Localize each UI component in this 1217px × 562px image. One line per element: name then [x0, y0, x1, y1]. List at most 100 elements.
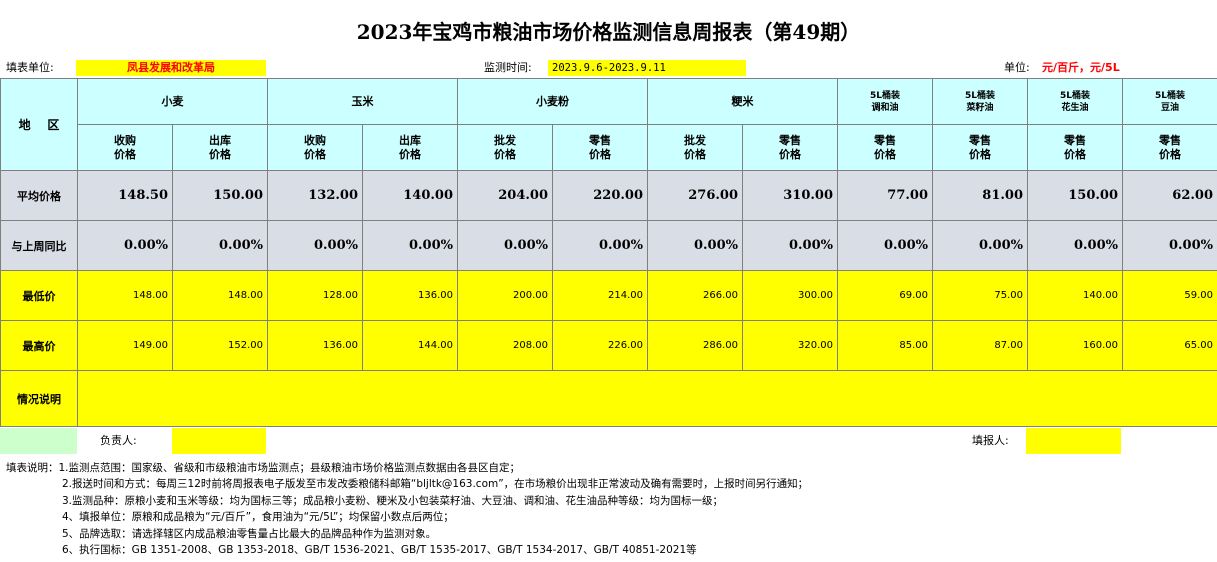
- subheader-cell: 零售 价格: [837, 124, 933, 171]
- notes-block: 填表说明：1.监测点范围：国家级、省级和市级粮油市场监测点；县级粮油市场价格监测…: [6, 460, 808, 558]
- footer-green-cell: [0, 428, 77, 454]
- period-label: 监测时间:: [484, 61, 532, 74]
- max-cell[interactable]: 85.00: [837, 320, 933, 371]
- subheader-cell: 批发 价格: [647, 124, 743, 171]
- row-label-min: 最低价: [0, 270, 78, 321]
- avg-cell[interactable]: 276.00: [647, 170, 743, 221]
- subheader-cell: 零售 价格: [742, 124, 838, 171]
- yoy-cell[interactable]: 0.00%: [647, 220, 743, 271]
- oil-header-rapeseed: 5L桶装 菜籽油: [932, 78, 1028, 125]
- note-line: 2.报送时间和方式：每周三12时前将周报表电子版发至市发改委粮储科邮箱“bljl…: [62, 478, 809, 491]
- price-unit-label: 单位:: [1004, 61, 1030, 74]
- avg-cell[interactable]: 220.00: [552, 170, 648, 221]
- avg-cell[interactable]: 150.00: [1027, 170, 1123, 221]
- yoy-cell[interactable]: 0.00%: [552, 220, 648, 271]
- max-cell[interactable]: 152.00: [172, 320, 268, 371]
- avg-cell[interactable]: 150.00: [172, 170, 268, 221]
- max-cell[interactable]: 65.00: [1122, 320, 1217, 371]
- note-input[interactable]: [77, 370, 1217, 427]
- avg-cell[interactable]: 81.00: [932, 170, 1028, 221]
- oil-header-blend: 5L桶装 调和油: [837, 78, 933, 125]
- note-row: 情况说明: [0, 370, 1217, 427]
- max-cell[interactable]: 208.00: [457, 320, 553, 371]
- min-cell[interactable]: 300.00: [742, 270, 838, 321]
- min-cell[interactable]: 128.00: [267, 270, 363, 321]
- yoy-row: 与上周同比 0.00% 0.00% 0.00% 0.00% 0.00% 0.00…: [0, 220, 1217, 271]
- note-line: 3.监测品种：原粮小麦和玉米等级：均为国标三等；成品粮小麦粉、粳米及小包装菜籽油…: [62, 494, 724, 507]
- max-cell[interactable]: 226.00: [552, 320, 648, 371]
- subheader-cell: 零售 价格: [552, 124, 648, 171]
- max-cell[interactable]: 160.00: [1027, 320, 1123, 371]
- note-line: 5、品牌选取：请选择辖区内成品粮油零售量占比最大的品牌品种作为监测对象。: [62, 527, 437, 540]
- avg-cell[interactable]: 77.00: [837, 170, 933, 221]
- group-header-wheat: 小麦: [77, 78, 268, 125]
- filler-label: 填报人:: [972, 434, 1009, 447]
- max-cell[interactable]: 320.00: [742, 320, 838, 371]
- subheader-cell: 批发 价格: [457, 124, 553, 171]
- max-cell[interactable]: 87.00: [932, 320, 1028, 371]
- subheader-cell: 出库 价格: [172, 124, 268, 171]
- row-label-yoy: 与上周同比: [0, 220, 78, 271]
- yoy-cell[interactable]: 0.00%: [457, 220, 553, 271]
- yoy-cell[interactable]: 0.00%: [742, 220, 838, 271]
- unit-value[interactable]: 凤县发展和改革局: [76, 60, 266, 76]
- price-unit-value: 元/百斤，元/5L: [1042, 61, 1120, 74]
- min-price-row: 最低价 148.00 148.00 128.00 136.00 200.00 2…: [0, 270, 1217, 321]
- subheader-cell: 出库 价格: [362, 124, 458, 171]
- oil-header-peanut: 5L桶装 花生油: [1027, 78, 1123, 125]
- max-cell[interactable]: 136.00: [267, 320, 363, 371]
- avg-cell[interactable]: 148.50: [77, 170, 173, 221]
- min-cell[interactable]: 148.00: [77, 270, 173, 321]
- max-cell[interactable]: 149.00: [77, 320, 173, 371]
- min-cell[interactable]: 69.00: [837, 270, 933, 321]
- yoy-cell[interactable]: 0.00%: [1027, 220, 1123, 271]
- min-cell[interactable]: 266.00: [647, 270, 743, 321]
- min-cell[interactable]: 200.00: [457, 270, 553, 321]
- oil-header-soybean: 5L桶装 豆油: [1122, 78, 1217, 125]
- row-label-avg: 平均价格: [0, 170, 78, 221]
- row-label-max: 最高价: [0, 320, 78, 371]
- yoy-cell[interactable]: 0.00%: [77, 220, 173, 271]
- max-cell[interactable]: 286.00: [647, 320, 743, 371]
- group-header-rice: 粳米: [647, 78, 838, 125]
- min-cell[interactable]: 75.00: [932, 270, 1028, 321]
- subheader-cell: 零售 价格: [932, 124, 1028, 171]
- filler-input[interactable]: [1026, 428, 1121, 454]
- note-line: 填表说明：1.监测点范围：国家级、省级和市级粮油市场监测点；县级粮油市场价格监测…: [6, 462, 521, 474]
- period-value[interactable]: 2023.9.6-2023.9.11: [548, 60, 746, 76]
- avg-price-row: 平均价格 148.50 150.00 132.00 140.00 204.00 …: [0, 170, 1217, 221]
- region-header: 地 区: [0, 78, 78, 171]
- yoy-cell[interactable]: 0.00%: [267, 220, 363, 271]
- avg-cell[interactable]: 310.00: [742, 170, 838, 221]
- min-cell[interactable]: 59.00: [1122, 270, 1217, 321]
- yoy-cell[interactable]: 0.00%: [932, 220, 1028, 271]
- row-label-note: 情况说明: [0, 370, 78, 427]
- avg-cell[interactable]: 62.00: [1122, 170, 1217, 221]
- price-table: 地 区 小麦 玉米 小麦粉 粳米 5L桶装 调和油 5L桶装 菜籽油 5L桶装 …: [0, 78, 1217, 427]
- avg-cell[interactable]: 204.00: [457, 170, 553, 221]
- unit-label: 填表单位:: [6, 61, 54, 74]
- yoy-cell[interactable]: 0.00%: [837, 220, 933, 271]
- subheader-cell: 收购 价格: [267, 124, 363, 171]
- min-cell[interactable]: 214.00: [552, 270, 648, 321]
- note-line: 4、填报单位：原粮和成品粮为“元/百斤”，食用油为“元/5L”；均保留小数点后两…: [62, 511, 454, 524]
- max-cell[interactable]: 144.00: [362, 320, 458, 371]
- group-header-corn: 玉米: [267, 78, 458, 125]
- footer-row: 负责人: 填报人:: [0, 428, 1217, 454]
- subheader-cell: 零售 价格: [1122, 124, 1217, 171]
- person-label: 负责人:: [100, 434, 137, 447]
- subheader-cell: 收购 价格: [77, 124, 173, 171]
- min-cell[interactable]: 148.00: [172, 270, 268, 321]
- person-input[interactable]: [172, 428, 266, 454]
- yoy-cell[interactable]: 0.00%: [362, 220, 458, 271]
- yoy-cell[interactable]: 0.00%: [172, 220, 268, 271]
- group-header-flour: 小麦粉: [457, 78, 648, 125]
- note-line: 6、执行国标：GB 1351-2008、GB 1353-2018、GB/T 15…: [62, 544, 697, 557]
- min-cell[interactable]: 140.00: [1027, 270, 1123, 321]
- subheader-row: 收购 价格 出库 价格 收购 价格 出库 价格 批发 价格 零售 价格 批发 价…: [1, 124, 1217, 171]
- min-cell[interactable]: 136.00: [362, 270, 458, 321]
- avg-cell[interactable]: 132.00: [267, 170, 363, 221]
- avg-cell[interactable]: 140.00: [362, 170, 458, 221]
- yoy-cell[interactable]: 0.00%: [1122, 220, 1217, 271]
- page-title: 2023年宝鸡市粮油市场价格监测信息周报表（第49期）: [356, 20, 861, 44]
